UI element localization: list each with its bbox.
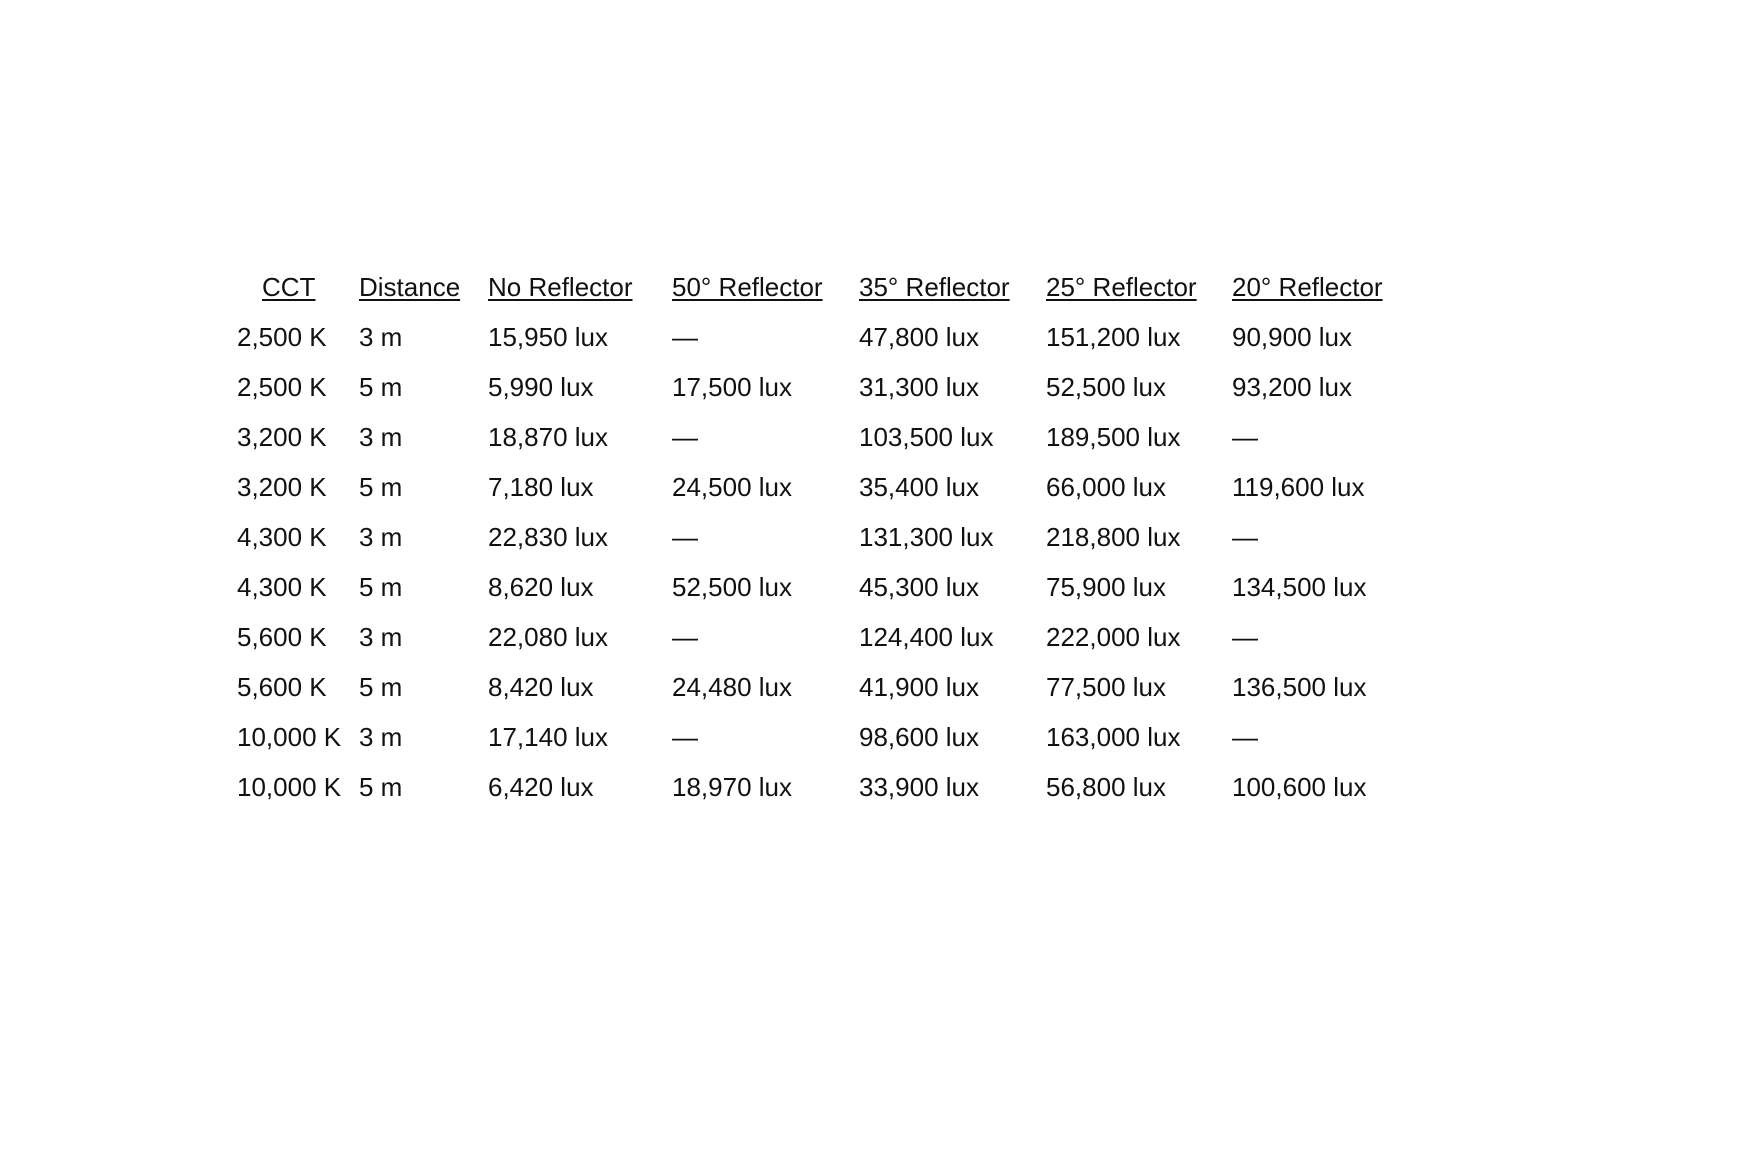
- cell-distance: 5 m: [359, 572, 403, 602]
- cell-50-reflector: —: [672, 422, 698, 452]
- column-header-distance: Distance: [359, 272, 461, 302]
- cell-25-reflector: 56,800 lux: [1046, 772, 1166, 802]
- cell-35-reflector: 103,500 lux: [859, 422, 994, 452]
- cell-no-reflector: 22,830 lux: [488, 522, 608, 552]
- cell-no-reflector: 5,990 lux: [488, 372, 594, 402]
- cell-distance: 3 m: [359, 422, 403, 452]
- cell-20-reflector: 90,900 lux: [1232, 322, 1352, 352]
- cell-50-reflector: 24,500 lux: [672, 472, 792, 502]
- cell-35-reflector: 45,300 lux: [859, 572, 979, 602]
- cell-25-reflector: 75,900 lux: [1046, 572, 1166, 602]
- cell-20-reflector: —: [1232, 722, 1258, 752]
- cell-50-reflector: —: [672, 522, 698, 552]
- cell-35-reflector: 124,400 lux: [859, 622, 994, 652]
- cell-20-reflector: 119,600 lux: [1232, 472, 1365, 502]
- cell-25-reflector: 189,500 lux: [1046, 422, 1181, 452]
- cell-35-reflector: 35,400 lux: [859, 472, 979, 502]
- cell-35-reflector: 31,300 lux: [859, 372, 979, 402]
- cell-cct: 5,600 K: [237, 622, 327, 652]
- cell-cct: 5,600 K: [237, 672, 327, 702]
- cell-25-reflector: 218,800 lux: [1046, 522, 1181, 552]
- cell-20-reflector: —: [1232, 622, 1258, 652]
- column-header-50-reflector: 50° Reflector: [672, 272, 823, 302]
- cell-no-reflector: 8,620 lux: [488, 572, 594, 602]
- cell-cct: 10,000 K: [237, 772, 342, 802]
- cell-25-reflector: 163,000 lux: [1046, 722, 1181, 752]
- cell-50-reflector: —: [672, 322, 698, 352]
- cell-distance: 5 m: [359, 472, 403, 502]
- column-header-20-reflector: 20° Reflector: [1232, 272, 1383, 302]
- cell-25-reflector: 52,500 lux: [1046, 372, 1166, 402]
- cell-25-reflector: 222,000 lux: [1046, 622, 1181, 652]
- cell-cct: 2,500 K: [237, 322, 327, 352]
- cell-distance: 3 m: [359, 622, 403, 652]
- cell-no-reflector: 8,420 lux: [488, 672, 594, 702]
- cell-50-reflector: 18,970 lux: [672, 772, 792, 802]
- cell-20-reflector: 93,200 lux: [1232, 372, 1352, 402]
- cell-cct: 2,500 K: [237, 372, 327, 402]
- cell-no-reflector: 7,180 lux: [488, 472, 594, 502]
- cell-cct: 4,300 K: [237, 522, 327, 552]
- cell-no-reflector: 22,080 lux: [488, 622, 608, 652]
- cell-cct: 10,000 K: [237, 722, 342, 752]
- cell-cct: 3,200 K: [237, 472, 327, 502]
- cell-25-reflector: 66,000 lux: [1046, 472, 1166, 502]
- cell-cct: 4,300 K: [237, 572, 327, 602]
- cell-20-reflector: 100,600 lux: [1232, 772, 1367, 802]
- column-header-35-reflector: 35° Reflector: [859, 272, 1010, 302]
- cell-distance: 5 m: [359, 772, 403, 802]
- cell-50-reflector: —: [672, 622, 698, 652]
- cell-20-reflector: 136,500 lux: [1232, 672, 1367, 702]
- cell-50-reflector: —: [672, 722, 698, 752]
- cell-no-reflector: 18,870 lux: [488, 422, 608, 452]
- cell-20-reflector: —: [1232, 522, 1258, 552]
- cell-50-reflector: 17,500 lux: [672, 372, 792, 402]
- cell-35-reflector: 41,900 lux: [859, 672, 979, 702]
- cell-distance: 3 m: [359, 522, 403, 552]
- cell-no-reflector: 17,140 lux: [488, 722, 608, 752]
- cell-no-reflector: 15,950 lux: [488, 322, 608, 352]
- cell-no-reflector: 6,420 lux: [488, 772, 594, 802]
- cell-cct: 3,200 K: [237, 422, 327, 452]
- cell-50-reflector: 24,480 lux: [672, 672, 792, 702]
- cell-25-reflector: 77,500 lux: [1046, 672, 1166, 702]
- cell-20-reflector: 134,500 lux: [1232, 572, 1367, 602]
- cell-35-reflector: 131,300 lux: [859, 522, 994, 552]
- cell-distance: 3 m: [359, 722, 403, 752]
- column-header-no-reflector: No Reflector: [488, 272, 633, 302]
- cell-20-reflector: —: [1232, 422, 1258, 452]
- cell-35-reflector: 33,900 lux: [859, 772, 979, 802]
- cell-35-reflector: 47,800 lux: [859, 322, 979, 352]
- column-header-cct: CCT: [262, 272, 316, 302]
- cell-25-reflector: 151,200 lux: [1046, 322, 1181, 352]
- cell-35-reflector: 98,600 lux: [859, 722, 979, 752]
- column-header-25-reflector: 25° Reflector: [1046, 272, 1197, 302]
- cell-distance: 5 m: [359, 372, 403, 402]
- cell-distance: 3 m: [359, 322, 403, 352]
- cell-50-reflector: 52,500 lux: [672, 572, 792, 602]
- cell-distance: 5 m: [359, 672, 403, 702]
